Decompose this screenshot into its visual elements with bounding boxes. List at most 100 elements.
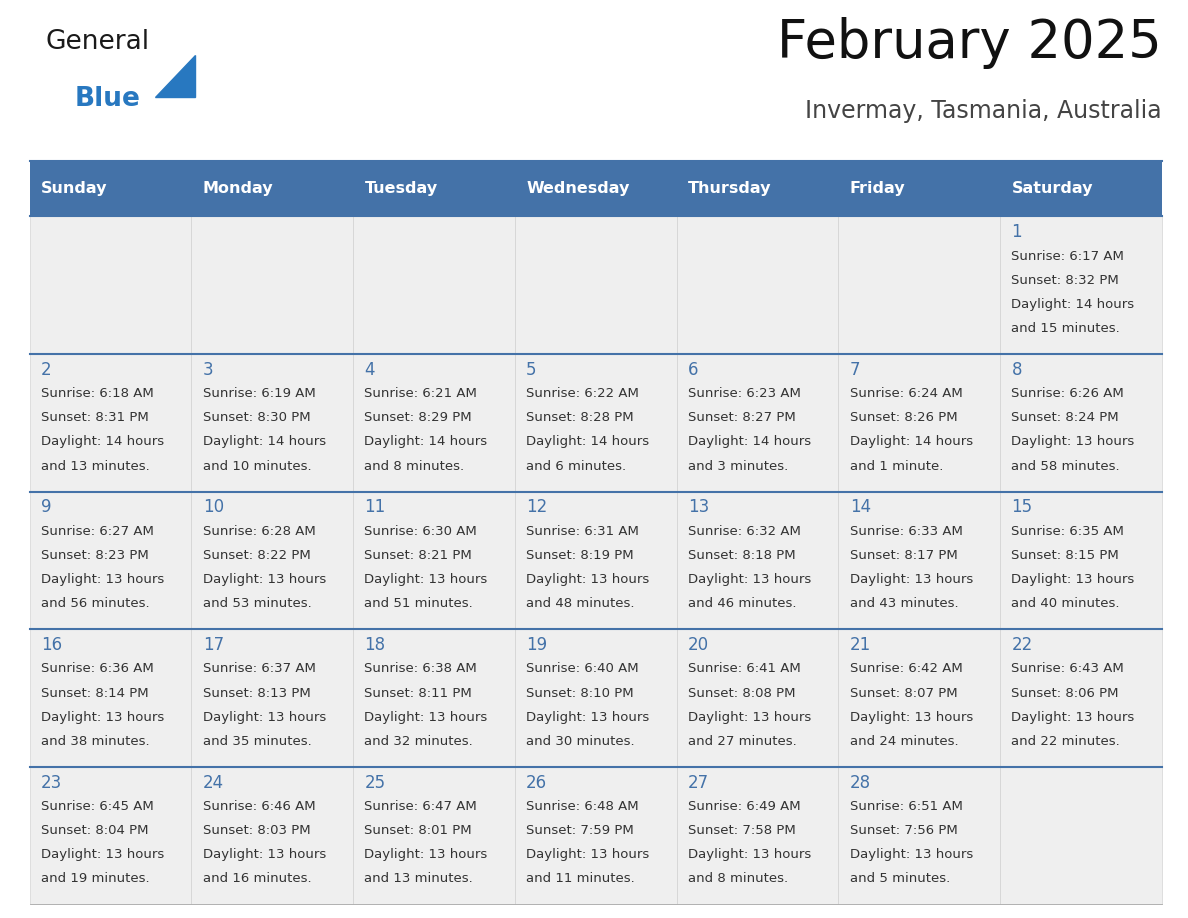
Bar (353, 767, 514, 904)
Text: 15: 15 (1011, 498, 1032, 517)
Text: Sunset: 8:15 PM: Sunset: 8:15 PM (1011, 549, 1119, 562)
Text: and 22 minutes.: and 22 minutes. (1011, 734, 1120, 747)
Text: and 13 minutes.: and 13 minutes. (365, 872, 473, 885)
Text: Sunrise: 6:32 AM: Sunrise: 6:32 AM (688, 525, 801, 538)
Text: Sunset: 8:21 PM: Sunset: 8:21 PM (365, 549, 473, 562)
Text: Sunrise: 6:40 AM: Sunrise: 6:40 AM (526, 663, 639, 676)
Text: Sunrise: 6:26 AM: Sunrise: 6:26 AM (1011, 387, 1124, 400)
Text: Daylight: 13 hours: Daylight: 13 hours (42, 573, 164, 586)
Text: Sunset: 8:07 PM: Sunset: 8:07 PM (849, 687, 958, 700)
Text: and 24 minutes.: and 24 minutes. (849, 734, 959, 747)
Text: 20: 20 (688, 636, 709, 654)
Bar (191, 161, 353, 217)
Text: Sunrise: 6:45 AM: Sunrise: 6:45 AM (42, 800, 153, 813)
Text: Sunrise: 6:37 AM: Sunrise: 6:37 AM (203, 663, 316, 676)
Text: and 19 minutes.: and 19 minutes. (42, 872, 150, 885)
Text: Sunrise: 6:38 AM: Sunrise: 6:38 AM (365, 663, 478, 676)
Text: Sunset: 8:17 PM: Sunset: 8:17 PM (849, 549, 958, 562)
Text: Sunrise: 6:41 AM: Sunrise: 6:41 AM (688, 663, 801, 676)
Text: General: General (46, 28, 150, 55)
Text: Sunset: 8:11 PM: Sunset: 8:11 PM (365, 687, 473, 700)
Text: 9: 9 (42, 498, 51, 517)
Text: 26: 26 (526, 774, 548, 791)
Text: Daylight: 13 hours: Daylight: 13 hours (203, 848, 326, 861)
Text: 18: 18 (365, 636, 386, 654)
Text: Sunrise: 6:42 AM: Sunrise: 6:42 AM (849, 663, 962, 676)
Text: Sunset: 8:03 PM: Sunset: 8:03 PM (203, 824, 310, 837)
Text: 4: 4 (365, 361, 375, 379)
Bar (191, 354, 353, 491)
Text: Sunset: 8:22 PM: Sunset: 8:22 PM (203, 549, 310, 562)
Text: Sunrise: 6:23 AM: Sunrise: 6:23 AM (688, 387, 801, 400)
Text: 1: 1 (1011, 223, 1022, 241)
Text: Tuesday: Tuesday (365, 181, 437, 196)
Bar (353, 161, 514, 217)
Text: Daylight: 13 hours: Daylight: 13 hours (1011, 435, 1135, 449)
Text: Sunrise: 6:36 AM: Sunrise: 6:36 AM (42, 663, 153, 676)
Text: Sunrise: 6:47 AM: Sunrise: 6:47 AM (365, 800, 478, 813)
Bar (839, 161, 1000, 217)
Bar (677, 629, 839, 767)
Bar (514, 217, 677, 354)
Text: Daylight: 13 hours: Daylight: 13 hours (688, 573, 811, 586)
Text: and 30 minutes.: and 30 minutes. (526, 734, 634, 747)
Text: Sunrise: 6:17 AM: Sunrise: 6:17 AM (1011, 250, 1124, 263)
Text: Sunset: 7:58 PM: Sunset: 7:58 PM (688, 824, 796, 837)
Text: Sunrise: 6:33 AM: Sunrise: 6:33 AM (849, 525, 962, 538)
Text: Sunset: 8:19 PM: Sunset: 8:19 PM (526, 549, 634, 562)
Text: Daylight: 13 hours: Daylight: 13 hours (365, 573, 488, 586)
Text: Daylight: 13 hours: Daylight: 13 hours (42, 711, 164, 723)
Bar (191, 491, 353, 629)
Text: Daylight: 14 hours: Daylight: 14 hours (1011, 298, 1135, 311)
Text: Sunset: 8:31 PM: Sunset: 8:31 PM (42, 411, 148, 424)
Bar (191, 217, 353, 354)
Text: Thursday: Thursday (688, 181, 771, 196)
Text: Daylight: 13 hours: Daylight: 13 hours (526, 573, 650, 586)
Bar (1000, 354, 1162, 491)
Text: Daylight: 13 hours: Daylight: 13 hours (849, 573, 973, 586)
Text: Wednesday: Wednesday (526, 181, 630, 196)
Text: and 5 minutes.: and 5 minutes. (849, 872, 950, 885)
Text: Sunrise: 6:48 AM: Sunrise: 6:48 AM (526, 800, 639, 813)
Text: 10: 10 (203, 498, 223, 517)
Text: 14: 14 (849, 498, 871, 517)
Bar (30, 354, 191, 491)
Text: Sunrise: 6:28 AM: Sunrise: 6:28 AM (203, 525, 316, 538)
Text: 13: 13 (688, 498, 709, 517)
Text: Monday: Monday (203, 181, 273, 196)
Text: Daylight: 13 hours: Daylight: 13 hours (203, 711, 326, 723)
Bar (839, 217, 1000, 354)
Text: Daylight: 13 hours: Daylight: 13 hours (688, 711, 811, 723)
Text: Sunset: 8:14 PM: Sunset: 8:14 PM (42, 687, 148, 700)
Text: 11: 11 (365, 498, 386, 517)
Text: and 56 minutes.: and 56 minutes. (42, 597, 150, 610)
Bar (514, 491, 677, 629)
Bar (353, 491, 514, 629)
Bar (677, 217, 839, 354)
Text: Daylight: 13 hours: Daylight: 13 hours (1011, 711, 1135, 723)
Polygon shape (154, 55, 195, 97)
Text: Daylight: 13 hours: Daylight: 13 hours (849, 848, 973, 861)
Text: 27: 27 (688, 774, 709, 791)
Text: and 6 minutes.: and 6 minutes. (526, 460, 626, 473)
Text: and 8 minutes.: and 8 minutes. (365, 460, 465, 473)
Bar (514, 354, 677, 491)
Bar (353, 217, 514, 354)
Text: Daylight: 13 hours: Daylight: 13 hours (42, 848, 164, 861)
Text: 25: 25 (365, 774, 386, 791)
Text: 7: 7 (849, 361, 860, 379)
Text: Sunrise: 6:19 AM: Sunrise: 6:19 AM (203, 387, 316, 400)
Text: 8: 8 (1011, 361, 1022, 379)
Text: Sunset: 8:13 PM: Sunset: 8:13 PM (203, 687, 310, 700)
Text: Sunrise: 6:24 AM: Sunrise: 6:24 AM (849, 387, 962, 400)
Text: Daylight: 13 hours: Daylight: 13 hours (1011, 573, 1135, 586)
Text: 19: 19 (526, 636, 548, 654)
Text: Sunrise: 6:46 AM: Sunrise: 6:46 AM (203, 800, 315, 813)
Text: Sunset: 8:30 PM: Sunset: 8:30 PM (203, 411, 310, 424)
Bar (514, 767, 677, 904)
Text: and 51 minutes.: and 51 minutes. (365, 597, 473, 610)
Text: Sunset: 8:10 PM: Sunset: 8:10 PM (526, 687, 634, 700)
Bar (191, 629, 353, 767)
Text: 23: 23 (42, 774, 62, 791)
Text: Sunset: 8:01 PM: Sunset: 8:01 PM (365, 824, 472, 837)
